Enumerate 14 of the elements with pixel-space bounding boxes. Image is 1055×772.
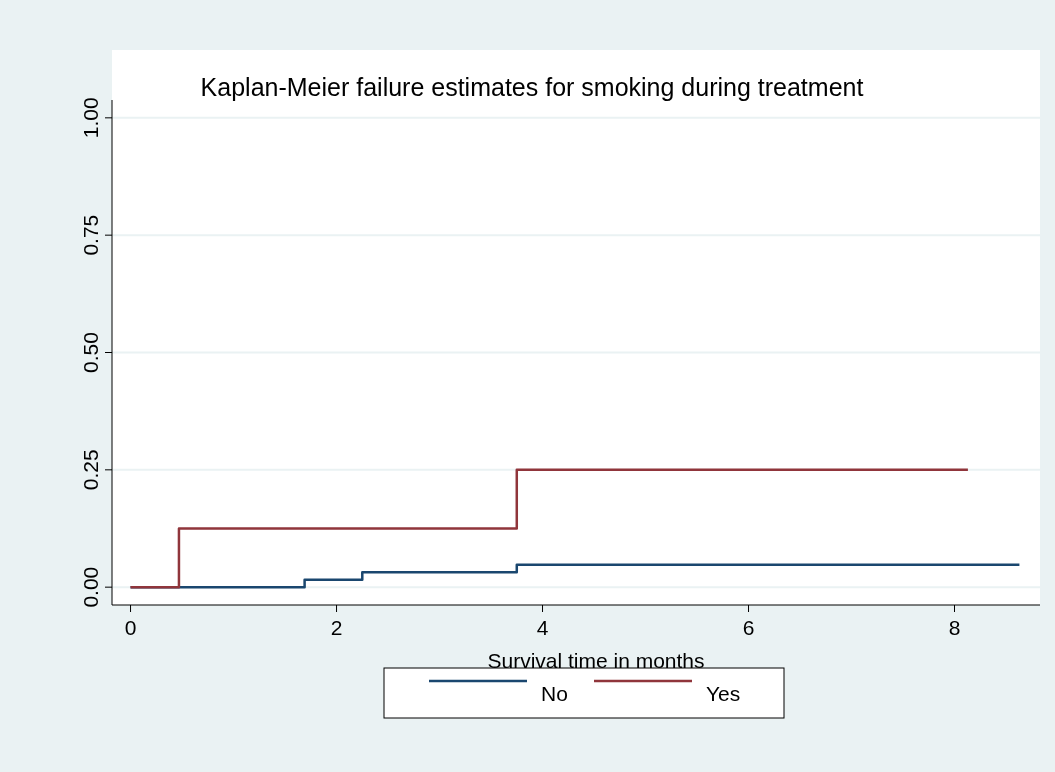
x-tick-label: 8 [948,616,961,639]
y-tick-label: 0.50 [79,332,102,373]
y-tick-label: 1.00 [79,97,102,139]
legend-label: Yes [706,682,741,705]
y-tick-label: 0.00 [79,566,102,608]
legend-label: No [541,682,568,705]
x-tick-label: 0 [124,616,137,639]
x-axis-title: Survival time in months [487,649,705,672]
chart-title: Kaplan-Meier failure estimates for smoking during treatment [200,73,864,101]
x-tick-label: 4 [536,616,549,639]
y-tick-label: 0.75 [79,214,102,256]
x-tick-label: 6 [742,616,755,639]
y-tick-label: 0.25 [79,449,102,491]
x-tick-label: 2 [330,616,343,639]
